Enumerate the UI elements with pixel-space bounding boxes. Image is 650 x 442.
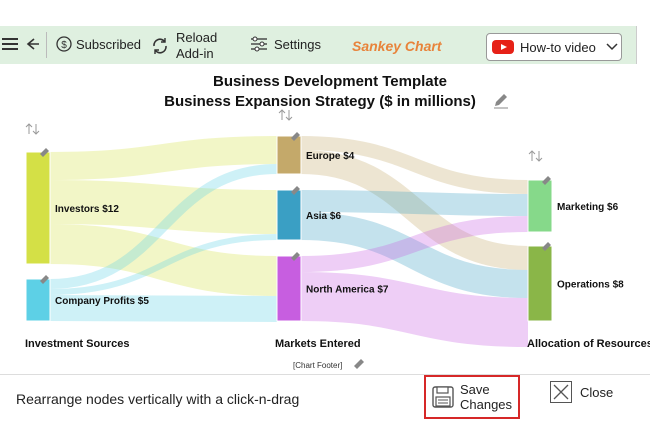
column-label-markets-entered: Markets Entered <box>275 338 361 350</box>
toolbar-scroll-edge <box>636 26 650 64</box>
save-changes-button[interactable]: Save Changes <box>424 375 520 419</box>
sankey-node-europe[interactable] <box>276 135 302 175</box>
close-icon <box>550 381 572 403</box>
sankey-node-north-america[interactable] <box>276 255 302 322</box>
close-button[interactable]: Close <box>550 381 613 403</box>
sankey-link-asia-to-marketing <box>300 190 529 216</box>
reload-addin-button[interactable]: Reload Add-in <box>150 30 217 62</box>
sankey-node-label-europe: Europe $4 <box>306 151 355 162</box>
sankey-node-asia[interactable] <box>276 189 302 241</box>
close-label: Close <box>580 384 614 400</box>
sankey-link-investors-to-north-america <box>49 224 278 296</box>
dollar-circle-icon: $ <box>56 36 72 52</box>
app-title: Sankey Chart <box>352 38 442 54</box>
sankey-node-label-north-america: North America $7 <box>306 285 389 296</box>
floppy-disk-icon <box>432 386 454 408</box>
howto-video-dropdown[interactable]: How-to video <box>486 33 622 61</box>
chart-area: Business Development Template Business E… <box>0 64 650 374</box>
svg-text:$: $ <box>61 40 67 51</box>
sort-arrows-icon[interactable] <box>528 150 543 162</box>
node-edit-pencil-icon[interactable] <box>291 252 300 261</box>
toolbar-divider <box>46 32 47 58</box>
column-label-investment-sources: Investment Sources <box>25 338 130 350</box>
drag-hint-text: Rearrange nodes vertically with a click-… <box>16 391 300 407</box>
save-label-line1: Save <box>460 382 490 397</box>
sankey-nodes: Investors $12 Company Profits $5 Europe $4… <box>25 132 624 322</box>
node-edit-pencil-icon[interactable] <box>40 275 49 284</box>
chart-title-line1: Business Development Template <box>213 73 447 90</box>
subscribed-label: Subscribed <box>76 36 142 52</box>
sankey-link-company-profits-to-north-america <box>49 295 278 322</box>
footer-bar: Rearrange nodes vertically with a click-… <box>0 374 650 442</box>
sankey-link-asia-to-operations <box>300 212 529 298</box>
sankey-node-label-company-profits: Company Profits $5 <box>55 296 149 307</box>
howto-label: How-to video <box>520 39 596 55</box>
settings-label: Settings <box>274 36 321 52</box>
reload-label-line1: Reload <box>176 30 218 45</box>
chart-title-line2: Business Expansion Strategy ($ in millio… <box>164 93 476 110</box>
footer-edit-pencil-icon[interactable] <box>354 359 364 369</box>
node-edit-pencil-icon[interactable] <box>40 148 49 157</box>
sankey-node-company-profits[interactable] <box>25 278 51 322</box>
save-label-line2: Changes <box>460 397 513 412</box>
chevron-down-icon <box>606 43 618 51</box>
sankey-link-investors-to-asia <box>49 180 278 234</box>
chart-footer: [Chart Footer] <box>293 361 342 370</box>
sankey-link-company-profits-to-europe <box>49 164 278 289</box>
youtube-icon <box>492 40 514 54</box>
sankey-node-operations[interactable] <box>527 245 553 322</box>
toolbar: $ Subscribed Reload Add-in Settings Sank… <box>0 0 650 64</box>
sankey-node-label-asia: Asia $6 <box>306 211 341 222</box>
sankey-link-europe-to-operations <box>300 150 529 270</box>
back-arrow-icon[interactable] <box>24 36 40 52</box>
menu-icon[interactable] <box>2 36 20 52</box>
sankey-link-company-profits-to-asia <box>49 234 278 295</box>
title-edit-pencil-icon[interactable] <box>494 94 508 109</box>
sankey-node-label-marketing: Marketing $6 <box>557 202 619 213</box>
node-edit-pencil-icon[interactable] <box>542 242 551 251</box>
subscribed-button[interactable]: $ Subscribed <box>56 36 141 52</box>
node-edit-pencil-icon[interactable] <box>542 176 551 185</box>
sankey-link-north-america-to-marketing <box>300 216 529 272</box>
sort-arrows-icon[interactable] <box>25 123 40 135</box>
sankey-link-europe-to-marketing <box>300 136 529 194</box>
node-edit-pencil-icon[interactable] <box>291 132 300 141</box>
reload-icon <box>153 38 167 54</box>
sankey-node-label-investors: Investors $12 <box>55 204 119 215</box>
sankey-node-label-operations: Operations $8 <box>557 280 624 291</box>
sliders-icon <box>251 36 267 52</box>
node-edit-pencil-icon[interactable] <box>291 186 300 195</box>
sankey-link-investors-to-europe <box>49 136 278 180</box>
sankey-links <box>49 136 529 347</box>
column-label-allocation: Allocation of Resources <box>527 338 650 350</box>
sankey-node-investors[interactable] <box>25 151 51 265</box>
sankey-link-north-america-to-operations <box>300 272 529 347</box>
reload-label-line2: Add-in <box>176 46 214 61</box>
sort-arrows-icon[interactable] <box>278 109 293 121</box>
settings-button[interactable]: Settings <box>250 36 321 52</box>
sankey-node-marketing[interactable] <box>527 179 553 233</box>
sankey-chart-svg: Business Development Template Business E… <box>25 73 650 370</box>
